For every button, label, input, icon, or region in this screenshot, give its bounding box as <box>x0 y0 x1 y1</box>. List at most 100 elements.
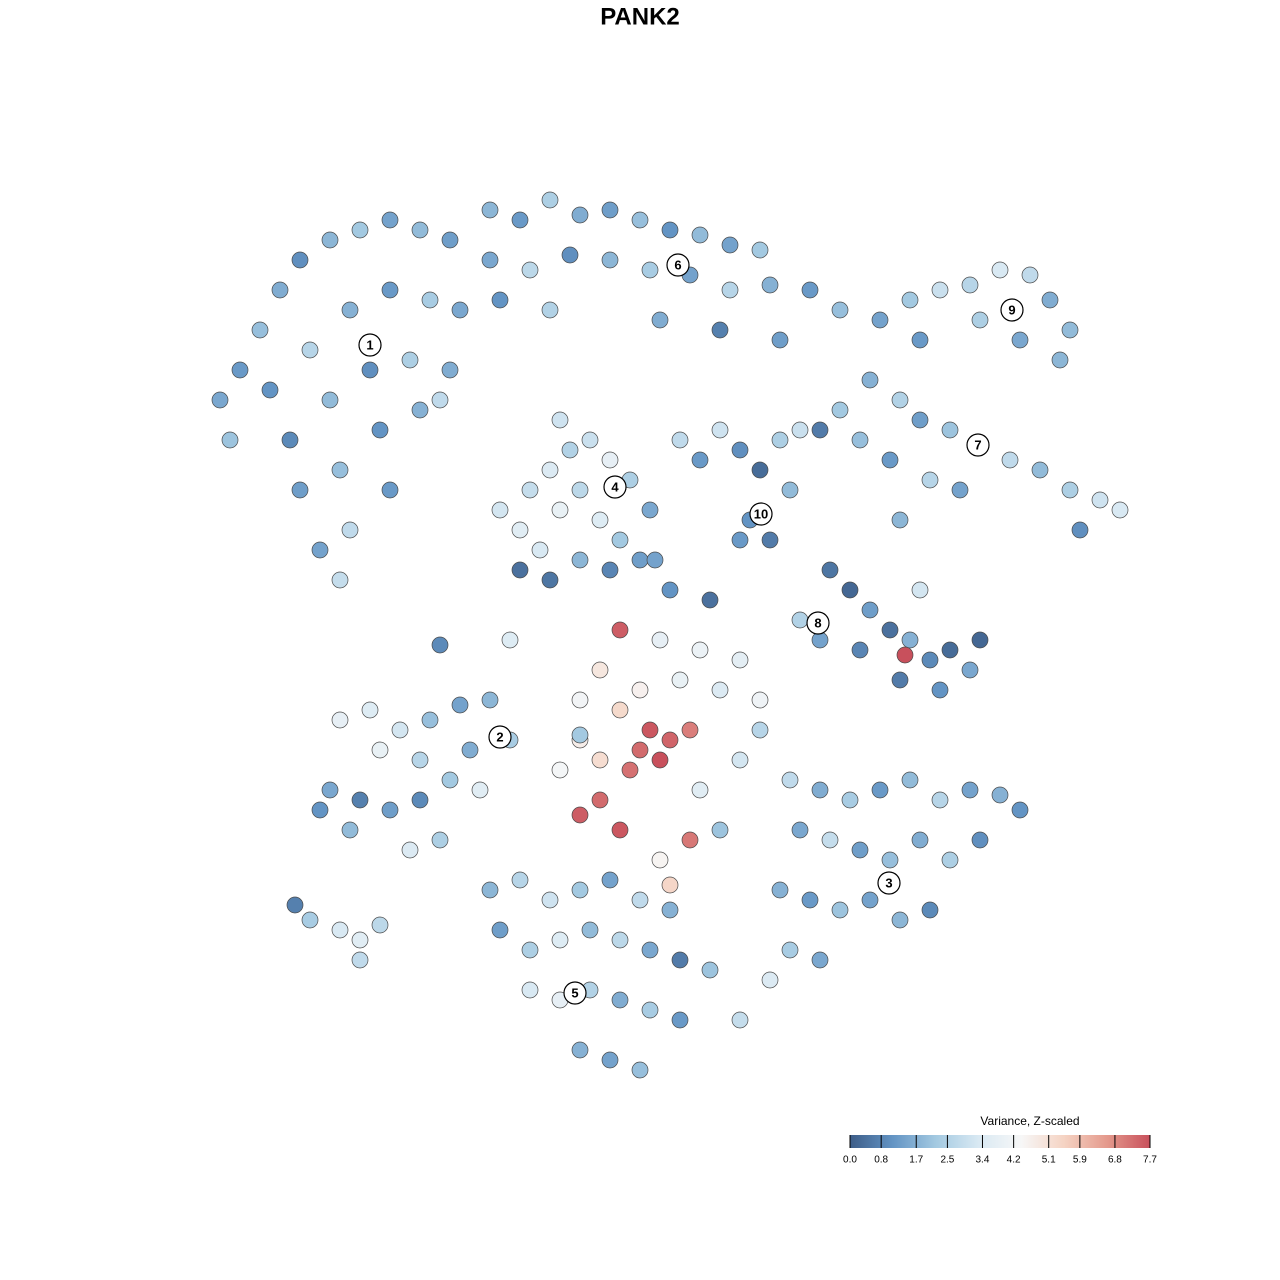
colorbar-title: Variance, Z-scaled <box>980 1114 1079 1128</box>
point <box>611 531 629 549</box>
point <box>661 901 679 919</box>
point <box>851 431 869 449</box>
point <box>286 896 304 914</box>
cluster-labels: 1 2 3 4 5 6 7 8 9 10 <box>358 253 1024 1005</box>
point <box>351 951 369 969</box>
point <box>691 451 709 469</box>
point <box>631 211 649 229</box>
point <box>571 1041 589 1059</box>
point <box>631 551 649 569</box>
point <box>711 681 729 699</box>
point <box>901 771 919 789</box>
point <box>896 646 914 664</box>
point <box>551 411 569 429</box>
point <box>331 921 349 939</box>
point <box>471 781 489 799</box>
point <box>381 211 399 229</box>
point <box>751 691 769 709</box>
point <box>771 881 789 899</box>
point <box>341 301 359 319</box>
point <box>621 761 639 779</box>
point <box>701 591 719 609</box>
point <box>611 621 629 639</box>
point <box>731 1011 749 1029</box>
point <box>291 251 309 269</box>
point <box>1011 331 1029 349</box>
point <box>381 481 399 499</box>
point <box>851 841 869 859</box>
point <box>841 581 859 599</box>
cluster-label: 6 <box>674 257 681 272</box>
point <box>321 781 339 799</box>
point <box>811 951 829 969</box>
point <box>1011 801 1029 819</box>
point <box>941 851 959 869</box>
point <box>861 601 879 619</box>
point <box>361 701 379 719</box>
point <box>651 751 669 769</box>
point <box>961 276 979 294</box>
point <box>881 621 899 639</box>
point <box>401 841 419 859</box>
point <box>651 851 669 869</box>
point <box>781 941 799 959</box>
point <box>351 931 369 949</box>
point <box>291 481 309 499</box>
point <box>601 561 619 579</box>
point <box>581 921 599 939</box>
point <box>331 711 349 729</box>
point <box>221 431 239 449</box>
point <box>611 991 629 1009</box>
colorbar-gradient <box>850 1135 1150 1148</box>
point <box>461 741 479 759</box>
point <box>721 236 739 254</box>
point <box>646 551 664 569</box>
point <box>551 931 569 949</box>
point <box>871 311 889 329</box>
point <box>751 461 769 479</box>
point <box>631 681 649 699</box>
point <box>791 611 809 629</box>
point <box>511 521 529 539</box>
cluster-label: 9 <box>1008 302 1015 317</box>
cluster-marker <box>666 253 690 277</box>
point <box>281 431 299 449</box>
point <box>811 421 829 439</box>
point <box>771 331 789 349</box>
colorbar: 0.0 0.8 1.7 2.5 3.4 4.2 5.1 5.9 6.8 7.7 <box>843 1135 1157 1166</box>
point <box>571 726 589 744</box>
cluster-label: 2 <box>496 729 503 744</box>
point <box>411 401 429 419</box>
point <box>661 221 679 239</box>
cluster-label: 3 <box>885 875 892 890</box>
point <box>991 786 1009 804</box>
point <box>501 631 519 649</box>
point <box>791 421 809 439</box>
point <box>491 921 509 939</box>
point <box>1031 461 1049 479</box>
point <box>891 511 909 529</box>
point <box>251 321 269 339</box>
point <box>641 501 659 519</box>
point <box>671 671 689 689</box>
point <box>521 481 539 499</box>
point <box>381 801 399 819</box>
point <box>701 961 719 979</box>
point <box>321 391 339 409</box>
point <box>921 901 939 919</box>
colorbar-tick-label: 1.7 <box>909 1155 923 1166</box>
point <box>811 781 829 799</box>
point <box>1091 491 1109 509</box>
point <box>541 301 559 319</box>
cluster-marker <box>966 433 990 457</box>
point <box>481 251 499 269</box>
point <box>331 571 349 589</box>
point <box>351 221 369 239</box>
point <box>511 211 529 229</box>
point <box>901 631 919 649</box>
point <box>771 431 789 449</box>
point <box>661 581 679 599</box>
chart-title: PANK2 <box>600 3 680 30</box>
point <box>361 361 379 379</box>
point <box>541 571 559 589</box>
